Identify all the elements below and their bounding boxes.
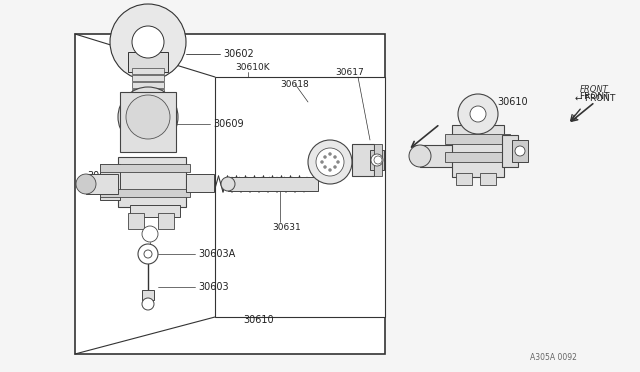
- Bar: [75, 34, 385, 354]
- Circle shape: [321, 160, 323, 164]
- Bar: [130, 205, 180, 217]
- Text: 30610K: 30610K: [235, 62, 269, 71]
- Bar: [445, 152, 510, 162]
- Circle shape: [515, 146, 525, 156]
- Bar: [215, 77, 385, 317]
- Bar: [120, 92, 176, 152]
- Circle shape: [374, 156, 382, 164]
- Bar: [86, 174, 118, 194]
- Text: 30610: 30610: [243, 315, 274, 325]
- Circle shape: [323, 166, 326, 169]
- Circle shape: [142, 226, 158, 242]
- Circle shape: [308, 140, 352, 184]
- Text: 30616: 30616: [87, 171, 118, 181]
- Bar: [132, 75, 164, 81]
- Bar: [100, 164, 120, 200]
- Circle shape: [221, 177, 235, 191]
- Circle shape: [126, 95, 170, 139]
- Bar: [158, 213, 174, 229]
- Circle shape: [132, 26, 164, 58]
- Circle shape: [409, 145, 431, 167]
- Circle shape: [333, 166, 337, 169]
- Bar: [132, 68, 164, 74]
- Bar: [100, 189, 190, 197]
- Bar: [186, 174, 214, 192]
- Text: 30602: 30602: [223, 49, 253, 59]
- Text: 30631: 30631: [272, 222, 301, 231]
- Circle shape: [118, 87, 178, 147]
- Circle shape: [328, 169, 332, 171]
- Text: FRONT: FRONT: [579, 92, 609, 100]
- Bar: [452, 125, 504, 177]
- Bar: [132, 89, 164, 95]
- Bar: [420, 145, 455, 167]
- Text: 30603: 30603: [198, 282, 228, 292]
- Text: $\leftarrow$FRONT: $\leftarrow$FRONT: [573, 92, 617, 103]
- Circle shape: [337, 160, 339, 164]
- Circle shape: [316, 148, 344, 176]
- Bar: [456, 173, 472, 185]
- Bar: [352, 144, 374, 176]
- Circle shape: [110, 4, 186, 80]
- Circle shape: [144, 250, 152, 258]
- Circle shape: [470, 106, 486, 122]
- Circle shape: [323, 155, 326, 158]
- Bar: [132, 96, 164, 102]
- Circle shape: [76, 174, 96, 194]
- Bar: [132, 82, 164, 88]
- Bar: [370, 150, 384, 170]
- Circle shape: [142, 298, 154, 310]
- Bar: [228, 177, 318, 191]
- Bar: [128, 213, 144, 229]
- Bar: [118, 157, 186, 207]
- Text: A305A 0092: A305A 0092: [530, 353, 577, 362]
- Circle shape: [371, 154, 383, 166]
- Text: 30618: 30618: [280, 80, 308, 89]
- Circle shape: [138, 244, 158, 264]
- Bar: [142, 290, 154, 300]
- Bar: [502, 135, 518, 167]
- Bar: [445, 134, 510, 144]
- Bar: [480, 173, 496, 185]
- Bar: [128, 52, 168, 72]
- Bar: [374, 144, 382, 176]
- Circle shape: [328, 153, 332, 155]
- Text: FRONT: FRONT: [580, 85, 609, 94]
- Text: 30603A: 30603A: [198, 249, 236, 259]
- Text: 30610: 30610: [497, 97, 527, 107]
- Circle shape: [333, 155, 337, 158]
- Bar: [100, 164, 190, 172]
- Text: 30617: 30617: [335, 67, 364, 77]
- Bar: [512, 140, 528, 162]
- Circle shape: [458, 94, 498, 134]
- Text: 30609: 30609: [213, 119, 244, 129]
